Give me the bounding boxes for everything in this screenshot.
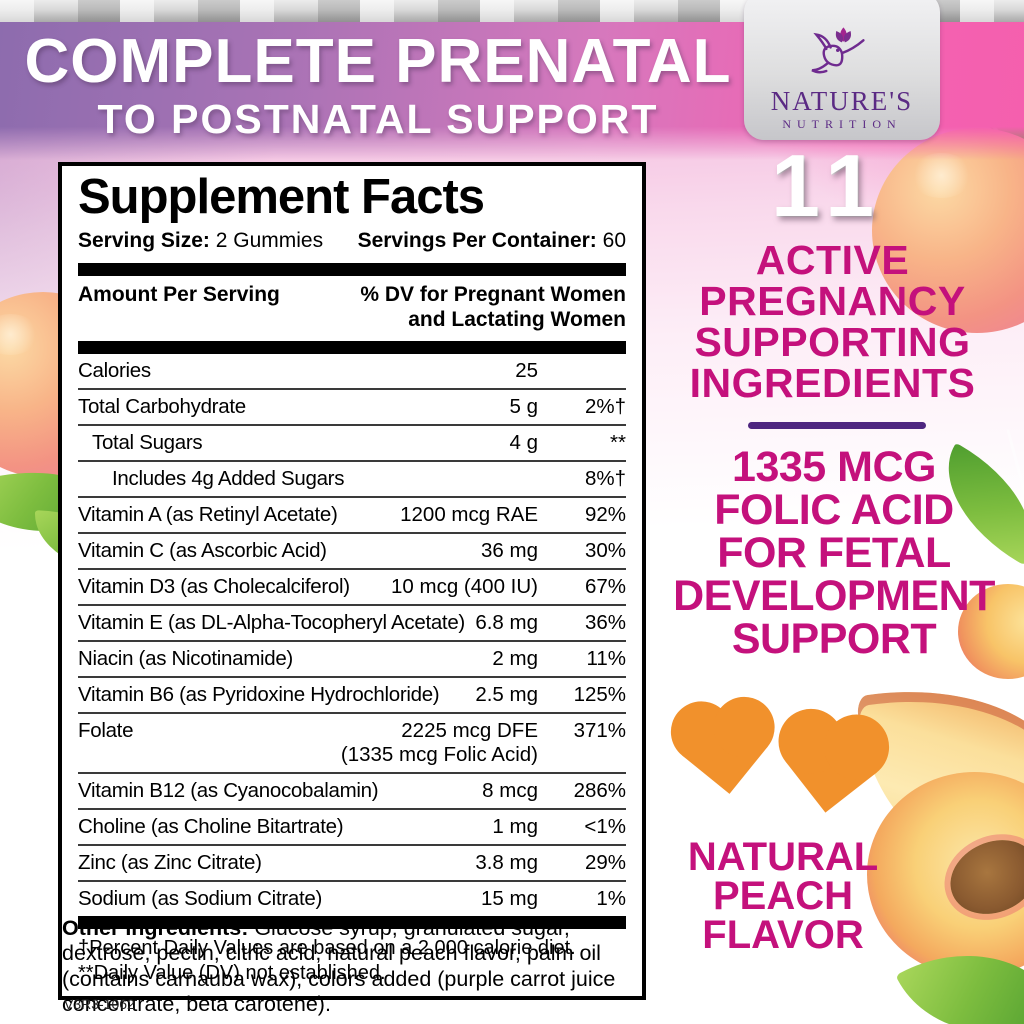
nutrient-name: Sodium (as Sodium Citrate)	[78, 886, 322, 910]
nutrient-amount: 8 mcg	[482, 778, 538, 802]
nutrient-amount: 1 mg	[492, 814, 538, 838]
ingredient-count: 11	[770, 136, 885, 235]
table-row: Includes 4g Added Sugars 8%†	[78, 459, 626, 496]
nutrient-amount: 25	[515, 358, 538, 382]
header-subtitle: TO POSTNATAL SUPPORT	[97, 96, 659, 142]
nutrient-dv: 29%	[584, 850, 626, 874]
nutrient-name: Includes 4g Added Sugars	[112, 466, 345, 490]
nutrient-amount: 15 mg	[481, 886, 538, 910]
lot-code: V3R3-1062	[64, 996, 135, 1012]
serving-size: Serving Size: 2 Gummies	[78, 229, 324, 253]
nutrient-name: Vitamin A (as Retinyl Acetate)	[78, 502, 338, 526]
serving-row: Serving Size: 2 Gummies Servings Per Con…	[78, 227, 626, 263]
facts-title: Supplement Facts	[78, 170, 485, 224]
nutrient-dv: 36%	[584, 610, 626, 634]
table-row: Vitamin D3 (as Cholecalciferol) 10 mcg (…	[78, 567, 626, 604]
nutrient-name: Calories	[78, 358, 151, 382]
nutrient-amount: 2 mg	[492, 646, 538, 670]
nutrient-dv: 371%	[573, 718, 626, 742]
nutrient-amount: 1200 mcg RAE	[400, 502, 538, 526]
nutrient-dv: 67%	[584, 574, 626, 598]
dv-header: % DV for Pregnant Women and Lactating Wo…	[360, 283, 626, 332]
nutrient-name: Vitamin E (as DL-Alpha-Tocopheryl Acetat…	[78, 610, 465, 634]
hummingbird-icon	[811, 27, 865, 74]
nutrient-dv: **	[610, 430, 626, 454]
nutrient-name: Choline (as Choline Bitartrate)	[78, 814, 344, 838]
table-row: Vitamin A (as Retinyl Acetate) 1200 mcg …	[78, 495, 626, 532]
facts-rows: Calories 25 Total Carbohydrate 5 g 2%† T…	[78, 354, 626, 916]
heart-gummy-icon	[785, 721, 877, 813]
nutrient-amount: 5 g	[509, 394, 539, 418]
nutrient-amount: 10 mcg (400 IU)	[391, 574, 538, 598]
nutrient-amount: 2225 mcg DFE	[401, 718, 538, 742]
nutrient-name: Vitamin C (as Ascorbic Acid)	[78, 538, 327, 562]
divider-bar	[78, 915, 626, 929]
nutrient-name: Zinc (as Zinc Citrate)	[78, 850, 262, 874]
nutrient-name: Niacin (as Nicotinamide)	[78, 646, 293, 670]
nutrient-dv: 125%	[573, 682, 626, 706]
table-row: Vitamin B12 (as Cyanocobalamin) 8 mcg 28…	[78, 771, 626, 808]
heart-gummy-icon	[682, 708, 768, 794]
table-row: Zinc (as Zinc Citrate) 3.8 mg 29%	[78, 843, 626, 880]
nutrient-dv: 8%†	[584, 466, 626, 490]
divider-bar	[78, 263, 626, 277]
nutrient-name: Total Carbohydrate	[78, 394, 246, 418]
table-row: Folate 2225 mcg DFE 371% (1335 mcg Folic…	[78, 711, 626, 772]
flavor-headline: NATURAL PEACH FLAVOR	[687, 835, 879, 958]
nutrient-dv: 1%	[596, 886, 626, 910]
footnote: **Daily Value (DV) not established.	[78, 961, 386, 984]
nutrient-name: Vitamin D3 (as Cholecalciferol)	[78, 574, 350, 598]
nutrient-dv: 11%	[586, 646, 626, 670]
brand-logo-panel: NATURE'S NUTRITION	[744, 0, 940, 140]
nutrient-name: Total Sugars	[92, 430, 203, 454]
active-ingredients-headline: ACTIVE PREGNANCY SUPPORTING INGREDIENTS	[689, 237, 976, 406]
table-row: Niacin (as Nicotinamide) 2 mg 11%	[78, 639, 626, 676]
table-row: Choline (as Choline Bitartrate) 1 mg <1%	[78, 807, 626, 844]
nutrient-amount: 4 g	[509, 430, 539, 454]
table-row: Total Sugars 4 g **	[78, 423, 626, 460]
nutrient-amount-note: (1335 mcg Folic Acid)	[340, 742, 538, 766]
nutrient-name: Vitamin B12 (as Cyanocobalamin)	[78, 778, 379, 802]
nutrient-dv: 2%†	[584, 394, 626, 418]
nutrient-amount: 2.5 mg	[475, 682, 538, 706]
nutrient-amount: 3.8 mg	[475, 850, 538, 874]
amount-per-serving-header: Amount Per Serving	[78, 283, 280, 307]
peach-pit-icon	[938, 826, 1024, 927]
nutrient-name: Vitamin B6 (as Pyridoxine Hydrochloride)	[78, 682, 440, 706]
nutrient-dv: 30%	[584, 538, 626, 562]
nutrient-amount: 36 mg	[481, 538, 538, 562]
folic-acid-headline: 1335 MCG FOLIC ACID FOR FETAL DEVELOPMEN…	[673, 443, 995, 663]
footnotes: †Percent Daily Values are based on a 2,0…	[78, 929, 626, 986]
other-ingredients: Other Ingredients: Glucose syrup, granul…	[62, 916, 616, 1017]
brand-subname: NUTRITION	[782, 117, 902, 131]
table-row: Total Carbohydrate 5 g 2%†	[78, 387, 626, 424]
table-row: Sodium (as Sodium Citrate) 15 mg 1%	[78, 879, 626, 916]
table-row: Calories 25	[78, 354, 626, 388]
header-title: COMPLETE PRENATAL	[24, 27, 732, 96]
purple-divider	[748, 422, 926, 429]
footnote: †Percent Daily Values are based on a 2,0…	[78, 936, 576, 959]
table-row: Vitamin C (as Ascorbic Acid) 36 mg 30%	[78, 531, 626, 568]
nutrient-dv: 286%	[573, 778, 626, 802]
nutrient-amount: 6.8 mg	[475, 610, 538, 634]
table-row: Vitamin B6 (as Pyridoxine Hydrochloride)…	[78, 675, 626, 712]
nutrient-name: Folate	[78, 718, 134, 742]
divider-bar	[78, 340, 626, 354]
brand-name: NATURE'S	[770, 86, 914, 116]
column-header: Amount Per Serving % DV for Pregnant Wom…	[78, 276, 626, 341]
supplement-facts-panel: Supplement Facts Serving Size: 2 Gummies…	[58, 162, 646, 1000]
servings-per-container: Servings Per Container: 60	[357, 229, 626, 253]
nutrient-dv: <1%	[584, 814, 626, 838]
nutrient-dv: 92%	[584, 502, 626, 526]
table-row: Vitamin E (as DL-Alpha-Tocopheryl Acetat…	[78, 603, 626, 640]
